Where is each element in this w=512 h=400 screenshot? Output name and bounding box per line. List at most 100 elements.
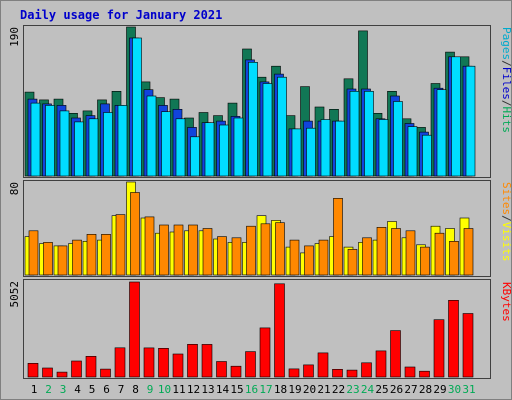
x-tick-label-day-9: 9: [147, 383, 154, 396]
x-tick-label-day-20: 20: [303, 383, 316, 396]
x-tick-label-day-13: 13: [201, 383, 214, 396]
hits-bar-pages-day-6: [103, 112, 113, 177]
kbytes-bar-kbytes-day-18: [274, 283, 285, 378]
kbytes-bar-kbytes-day-8: [129, 281, 140, 378]
visits-bar-sites-day-19: [289, 239, 300, 276]
visits-bar-sites-day-12: [188, 224, 198, 276]
x-tick-label-day-11: 11: [172, 383, 185, 396]
kbytes-bar-kbytes-day-23: [346, 369, 358, 378]
visits-y-max-label: 80: [8, 182, 21, 195]
hits-bar-pages-day-1: [30, 102, 41, 177]
x-tick-label-day-6: 6: [103, 383, 110, 396]
x-tick-label-day-18: 18: [274, 383, 287, 396]
kbytes-bar-kbytes-day-14: [216, 361, 227, 378]
bars-layer: [24, 26, 476, 378]
kbytes-bar-kbytes-day-7: [114, 347, 126, 378]
hits-bar-pages-day-5: [88, 118, 99, 177]
kbytes-bar-kbytes-day-17: [259, 327, 271, 378]
visits-bar-sites-day-20: [304, 245, 314, 276]
hits-bar-pages-day-9: [146, 95, 157, 177]
visits-bar-sites-day-23: [347, 249, 358, 276]
hits-bar-pages-day-28: [422, 134, 432, 177]
x-tick-label-day-22: 22: [332, 383, 345, 396]
hits-bar-pages-day-16: [248, 61, 258, 177]
legend-part-slash: /: [500, 100, 512, 107]
kbytes-bar-kbytes-day-2: [42, 367, 53, 378]
visits-bar-sites-day-21: [318, 239, 329, 276]
x-tick-label-day-28: 28: [419, 383, 432, 396]
hits-bar-pages-day-8: [132, 37, 142, 177]
kbytes-bar-kbytes-day-21: [317, 352, 329, 378]
hits-bar-pages-day-26: [393, 101, 403, 177]
hits-bar-pages-day-19: [291, 128, 302, 177]
visits-bar-sites-day-13: [202, 228, 213, 276]
legend-part-slash: /: [500, 215, 512, 222]
kbytes-bar-kbytes-day-25: [375, 350, 387, 378]
visits-bar-sites-day-31: [463, 228, 474, 276]
hits-bar-pages-day-10: [161, 111, 171, 177]
x-tick-label-day-25: 25: [375, 383, 388, 396]
hits-bar-pages-day-15: [233, 117, 244, 177]
hits-legend-label: Pages/Files/Hits: [500, 27, 512, 133]
hits-bar-pages-day-7: [117, 105, 128, 177]
visits-bar-sites-day-29: [434, 232, 445, 276]
visits-bar-sites-day-5: [86, 234, 97, 276]
hits-bar-pages-day-13: [204, 122, 215, 177]
visits-bar-sites-day-15: [231, 237, 242, 276]
visits-bar-sites-day-9: [144, 216, 155, 276]
kbytes-bar-kbytes-day-10: [158, 347, 169, 378]
kbytes-bar-kbytes-day-27: [404, 366, 416, 378]
x-tick-label-day-30: 30: [448, 383, 461, 396]
visits-bar-sites-day-25: [376, 227, 387, 276]
legend-part-hits: Hits: [500, 107, 512, 134]
kbytes-bar-kbytes-day-22: [332, 368, 343, 378]
x-tick-label-day-31: 31: [462, 383, 475, 396]
kbytes-bar-kbytes-day-15: [230, 365, 242, 378]
visits-bar-sites-day-4: [72, 239, 82, 276]
kbytes-bar-kbytes-day-1: [27, 362, 39, 378]
kbytes-bar-kbytes-day-12: [187, 343, 198, 378]
x-tick-label-day-7: 7: [118, 383, 125, 396]
visits-legend-label: Sites/Visits: [500, 182, 512, 262]
visits-bar-sites-day-27: [405, 230, 416, 276]
hits-bar-pages-day-25: [378, 119, 389, 177]
visits-bar-sites-day-1: [28, 230, 39, 276]
hits-bar-pages-day-27: [407, 126, 418, 177]
visits-bar-sites-day-14: [217, 236, 227, 276]
hits-bar-pages-day-20: [306, 127, 316, 177]
kbytes-bar-kbytes-day-5: [85, 355, 97, 378]
hits-bar-pages-day-22: [335, 120, 345, 177]
kbytes-bar-kbytes-day-29: [433, 319, 445, 378]
hits-bar-pages-day-24: [364, 91, 374, 177]
x-tick-label-day-23: 23: [346, 383, 359, 396]
hits-bar-pages-day-31: [465, 65, 476, 177]
hits-bar-pages-day-3: [59, 110, 70, 177]
visits-bar-sites-day-7: [115, 214, 126, 276]
hits-bar-pages-day-30: [451, 56, 461, 177]
x-tick-label-day-1: 1: [31, 383, 38, 396]
kbytes-bar-kbytes-day-13: [201, 344, 213, 378]
kbytes-bar-kbytes-day-4: [71, 360, 82, 378]
kbytes-bar-kbytes-day-24: [361, 362, 372, 378]
kbytes-bar-kbytes-day-16: [245, 351, 256, 378]
kbytes-bar-kbytes-day-19: [288, 368, 300, 378]
legend-part-kbytes: KBytes: [500, 282, 512, 322]
visits-bar-sites-day-22: [333, 198, 343, 276]
kbytes-bar-kbytes-day-9: [143, 347, 155, 378]
kbytes-bar-kbytes-day-6: [100, 368, 111, 378]
x-tick-label-day-12: 12: [187, 383, 200, 396]
visits-bar-sites-day-18: [275, 222, 285, 276]
x-tick-label-day-5: 5: [89, 383, 96, 396]
visits-bar-sites-day-26: [391, 228, 401, 276]
chart-title: Daily usage for January 2021: [20, 8, 222, 22]
kbytes-bar-kbytes-day-3: [56, 371, 68, 378]
legend-part-slash: /: [500, 60, 512, 67]
hits-bar-pages-day-17: [262, 83, 273, 177]
x-tick-label-day-24: 24: [361, 383, 375, 396]
x-tick-label-day-15: 15: [230, 383, 243, 396]
x-tick-label-day-4: 4: [74, 383, 81, 396]
hits-bar-pages-day-18: [277, 76, 287, 177]
visits-bar-sites-day-3: [57, 245, 68, 276]
kbytes-bar-kbytes-day-11: [172, 353, 184, 378]
